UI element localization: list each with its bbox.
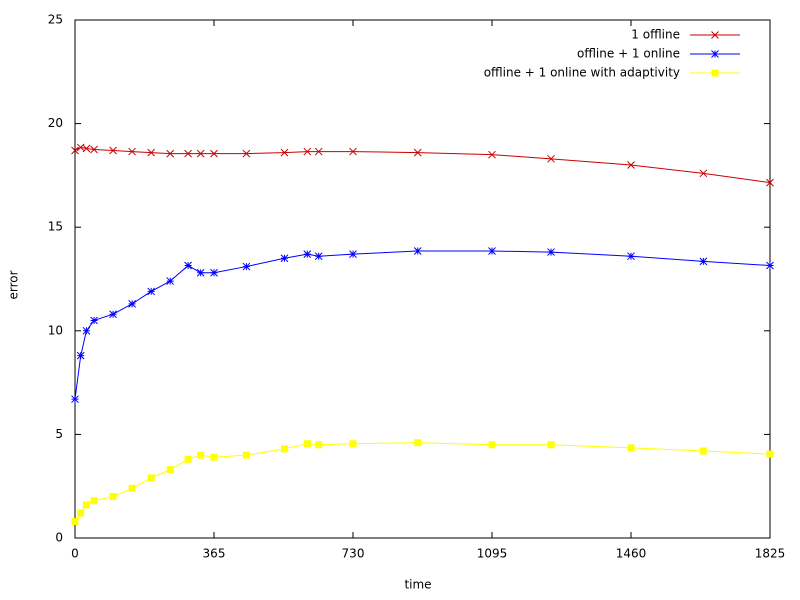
legend-marker	[711, 69, 719, 77]
point	[210, 453, 218, 461]
x-tick-label: 1825	[755, 547, 786, 561]
point	[90, 316, 98, 325]
point	[109, 146, 117, 155]
point	[210, 268, 218, 277]
point	[109, 310, 117, 319]
y-axis-label: error	[7, 270, 21, 299]
series-line	[74, 146, 771, 184]
point	[196, 268, 205, 277]
point	[147, 148, 156, 157]
point	[82, 326, 91, 335]
y-tick-label: 5	[55, 427, 63, 441]
point	[349, 147, 357, 156]
point	[76, 351, 85, 360]
point	[71, 146, 79, 155]
point	[413, 148, 422, 157]
point	[280, 148, 289, 157]
x-tick-label: 1095	[477, 547, 508, 561]
point	[488, 247, 496, 255]
legend-label: offline + 1 online	[577, 47, 680, 61]
point	[166, 149, 175, 158]
point	[128, 300, 136, 308]
point	[699, 257, 708, 266]
point	[242, 451, 250, 459]
x-tick-label: 0	[71, 547, 79, 561]
point	[547, 248, 555, 256]
point	[184, 261, 192, 270]
point	[109, 493, 117, 501]
point	[488, 150, 496, 159]
point	[699, 447, 707, 455]
point	[315, 441, 323, 449]
point	[314, 147, 323, 156]
point	[242, 149, 251, 158]
point	[210, 149, 218, 158]
point	[147, 474, 155, 482]
y-tick-label: 0	[55, 531, 63, 545]
point	[82, 144, 91, 153]
point	[90, 497, 98, 505]
point	[197, 451, 205, 459]
point	[166, 466, 174, 474]
point	[766, 178, 774, 187]
legend-label: offline + 1 online with adaptivity	[484, 66, 680, 80]
point	[303, 147, 312, 156]
point	[413, 247, 422, 255]
point	[547, 441, 555, 449]
point	[82, 501, 90, 509]
point	[303, 250, 312, 258]
point	[414, 439, 422, 447]
point	[147, 287, 156, 296]
legend-label: 1 offline	[631, 28, 680, 42]
point	[280, 445, 288, 453]
point	[90, 145, 98, 154]
point	[314, 252, 323, 261]
point	[280, 254, 289, 263]
point	[699, 169, 708, 178]
point	[766, 450, 774, 458]
point	[128, 484, 136, 492]
legend-marker	[711, 50, 719, 58]
y-tick-label: 15	[48, 220, 63, 234]
x-tick-label: 730	[342, 547, 365, 561]
point	[349, 250, 357, 258]
point	[627, 161, 635, 169]
point	[488, 441, 496, 449]
point	[71, 517, 79, 525]
point	[766, 261, 774, 270]
point	[196, 149, 205, 158]
series-line	[74, 442, 771, 522]
series-line	[74, 250, 771, 400]
point	[184, 149, 192, 158]
point	[349, 440, 357, 448]
point	[128, 147, 136, 156]
point	[166, 277, 175, 285]
point	[627, 252, 635, 261]
point	[184, 455, 192, 463]
x-axis-label: time	[404, 578, 431, 592]
point	[77, 509, 85, 517]
point	[547, 154, 555, 163]
point	[71, 395, 79, 404]
plot-frame	[74, 19, 771, 539]
legend-marker	[711, 31, 719, 39]
x-tick-label: 1460	[616, 547, 647, 561]
y-tick-label: 25	[48, 13, 63, 27]
y-tick-label: 10	[48, 323, 63, 337]
point	[627, 444, 635, 452]
x-tick-label: 365	[203, 547, 226, 561]
point	[303, 440, 311, 448]
y-tick-label: 20	[48, 116, 63, 130]
point	[242, 262, 251, 271]
